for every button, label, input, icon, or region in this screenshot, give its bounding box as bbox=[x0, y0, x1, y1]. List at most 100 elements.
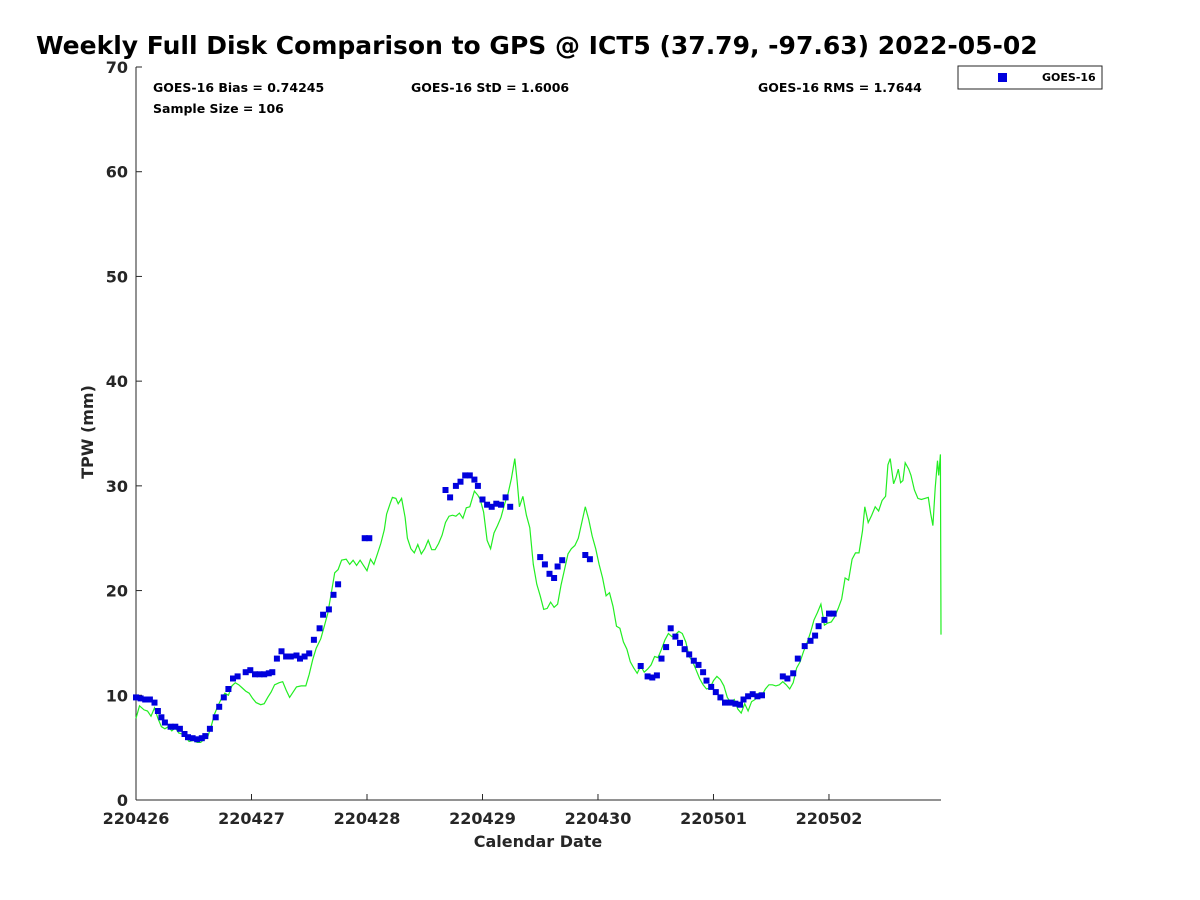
x-tick-label: 220427 bbox=[218, 809, 285, 828]
goes16-point bbox=[247, 667, 254, 674]
goes16-point bbox=[826, 610, 832, 617]
goes16-point bbox=[541, 561, 548, 568]
goes16-point bbox=[695, 661, 702, 668]
sample-size-annotation: Sample Size = 106 bbox=[153, 101, 284, 116]
goes16-point bbox=[493, 500, 500, 507]
goes16-point bbox=[498, 501, 504, 508]
plot-axes bbox=[135, 67, 941, 801]
goes16-point bbox=[216, 703, 223, 710]
goes16-point bbox=[325, 606, 332, 613]
goes16-point bbox=[812, 632, 819, 639]
goes16-point bbox=[137, 695, 144, 702]
goes16-point bbox=[202, 733, 209, 740]
chart-title: Weekly Full Disk Comparison to GPS @ ICT… bbox=[36, 31, 1038, 60]
y-tick-label: 60 bbox=[106, 163, 128, 182]
goes16-point bbox=[161, 719, 168, 726]
goes16-point bbox=[154, 708, 161, 714]
goes16-point bbox=[667, 625, 674, 632]
y-tick-label: 10 bbox=[106, 686, 128, 705]
y-tick-label: 30 bbox=[106, 477, 128, 496]
goes16-point bbox=[582, 552, 589, 558]
goes16-point bbox=[269, 669, 276, 676]
goes16-point bbox=[310, 636, 317, 643]
y-axis-label: TPW (mm) bbox=[78, 385, 97, 479]
goes16-point bbox=[287, 653, 294, 660]
goes16-point bbox=[712, 689, 719, 696]
legend-label-goes16: GOES-16 bbox=[1042, 71, 1096, 84]
goes16-point bbox=[172, 723, 179, 730]
gps-series bbox=[135, 454, 942, 743]
goes16-series bbox=[133, 472, 837, 743]
legend-marker-goes16 bbox=[998, 73, 1007, 82]
goes16-point bbox=[158, 714, 165, 721]
x-tick-label: 220501 bbox=[680, 809, 747, 828]
goes16-point bbox=[479, 496, 486, 503]
goes16-point bbox=[700, 669, 707, 676]
x-tick-label: 220428 bbox=[334, 809, 401, 828]
goes16-point bbox=[198, 735, 205, 742]
goes16-point bbox=[502, 494, 509, 501]
goes16-point bbox=[677, 639, 683, 646]
goes16-point bbox=[301, 653, 308, 660]
goes16-point bbox=[807, 637, 814, 644]
goes16-point bbox=[225, 686, 232, 692]
goes16-point bbox=[821, 616, 828, 623]
goes16-point bbox=[784, 675, 791, 682]
goes16-point bbox=[737, 701, 743, 708]
goes16-point bbox=[507, 503, 514, 510]
stats-annotations: GOES-16 Bias = 0.74245 GOES-16 StD = 1.6… bbox=[153, 80, 922, 116]
goes16-point bbox=[790, 670, 797, 677]
x-tick-label: 220426 bbox=[103, 809, 170, 828]
goes16-point bbox=[644, 673, 651, 680]
goes16-point bbox=[690, 657, 697, 664]
goes16-point bbox=[708, 683, 715, 690]
y-tick-group: 0 10 20 30 40 50 60 70 bbox=[106, 58, 142, 810]
x-tick-label: 220430 bbox=[565, 809, 632, 828]
goes16-point bbox=[133, 694, 139, 701]
bias-annotation: GOES-16 Bias = 0.74245 bbox=[153, 80, 324, 95]
goes16-point bbox=[335, 581, 342, 588]
goes16-point bbox=[686, 651, 693, 658]
goes16-point bbox=[554, 563, 561, 570]
goes16-point bbox=[185, 734, 191, 741]
goes16-point bbox=[740, 696, 747, 703]
goes16-point bbox=[194, 736, 201, 743]
goes16-point bbox=[320, 611, 327, 618]
goes16-point bbox=[212, 714, 219, 721]
goes16-point bbox=[206, 725, 213, 732]
x-axis-label: Calendar Date bbox=[474, 832, 603, 851]
goes16-point bbox=[815, 623, 822, 630]
goes16-point bbox=[658, 655, 665, 662]
goes16-point bbox=[745, 693, 752, 700]
goes16-point bbox=[471, 476, 478, 483]
gps-series-line bbox=[135, 454, 942, 743]
goes16-point bbox=[220, 694, 227, 701]
goes16-point bbox=[546, 570, 553, 577]
goes16-point bbox=[189, 735, 196, 742]
goes16-point bbox=[703, 677, 710, 684]
goes16-point bbox=[366, 535, 373, 542]
std-annotation: GOES-16 StD = 1.6006 bbox=[411, 80, 569, 95]
goes16-point bbox=[551, 575, 558, 581]
goes16-point bbox=[265, 670, 272, 677]
goes16-point bbox=[681, 646, 688, 653]
goes16-point bbox=[167, 723, 174, 730]
y-tick-label: 40 bbox=[106, 372, 128, 391]
goes16-point bbox=[722, 699, 728, 706]
goes16-point bbox=[151, 699, 158, 706]
goes16-point bbox=[306, 650, 313, 657]
goes16-point bbox=[586, 556, 593, 563]
goes16-point bbox=[537, 554, 544, 561]
goes16-point bbox=[732, 700, 739, 707]
goes16-point bbox=[488, 503, 495, 510]
goes16-point bbox=[801, 643, 808, 650]
goes16-point bbox=[316, 625, 323, 632]
goes16-point bbox=[181, 731, 188, 737]
goes16-point bbox=[754, 693, 761, 700]
goes16-point bbox=[830, 610, 837, 617]
goes16-point bbox=[283, 653, 290, 660]
goes16-point bbox=[749, 691, 756, 698]
goes16-point bbox=[649, 674, 656, 681]
goes16-point bbox=[672, 633, 679, 640]
